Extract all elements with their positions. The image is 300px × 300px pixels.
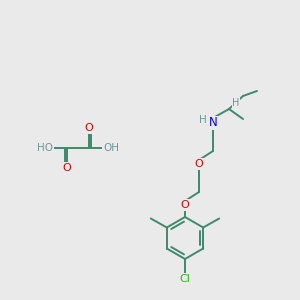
Text: H: H [232,98,240,108]
Text: HO: HO [37,143,53,153]
Text: N: N [208,116,217,130]
Text: O: O [63,163,71,173]
Text: O: O [181,200,189,210]
Text: O: O [85,123,93,133]
Text: H: H [199,115,207,125]
Text: Cl: Cl [180,274,190,284]
Text: OH: OH [103,143,119,153]
Text: O: O [195,159,203,169]
